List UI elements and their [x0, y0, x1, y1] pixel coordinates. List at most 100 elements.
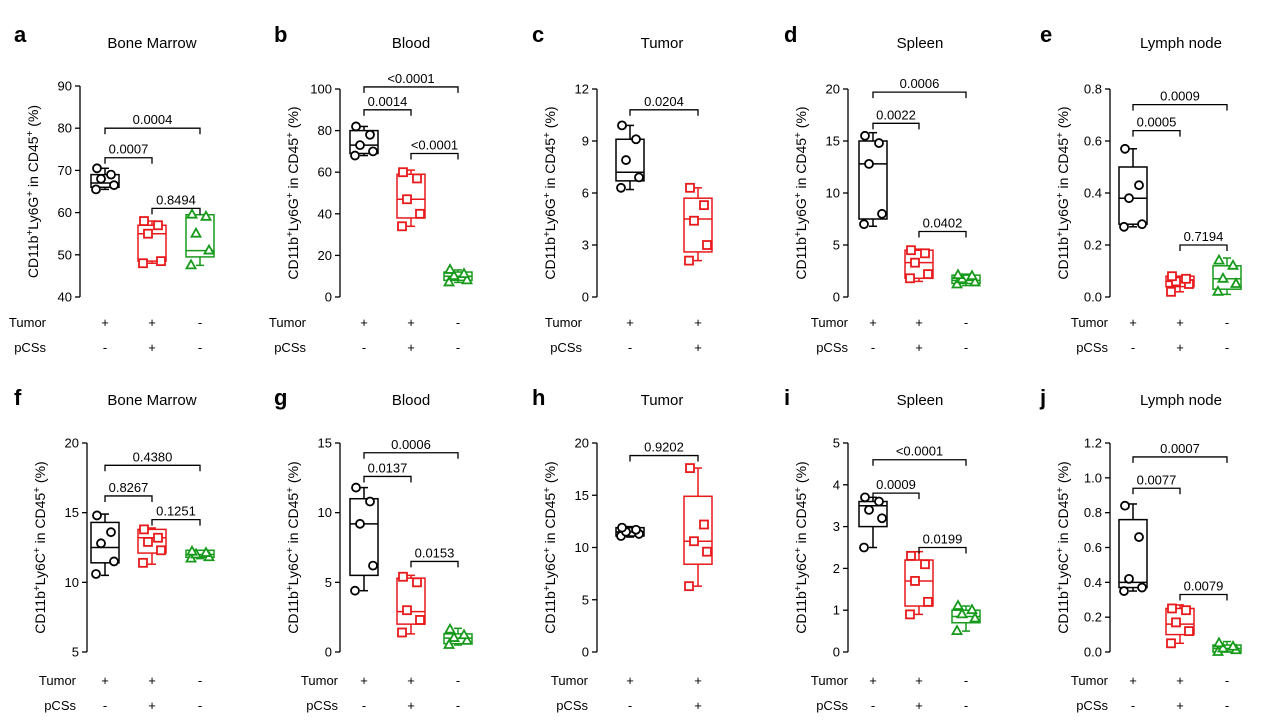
- data-point: [199, 209, 213, 221]
- y-tick-label: 15: [65, 505, 79, 520]
- p-value-label: 0.0005: [1137, 115, 1177, 130]
- p-value-label: 0.0007: [109, 142, 149, 157]
- condition-symbol: +: [360, 315, 368, 330]
- y-label-part: Ly6C: [32, 553, 48, 585]
- y-tick-label: 12: [575, 82, 589, 97]
- p-value-label: 0.0153: [415, 545, 455, 560]
- significance-bracket: 0.0007: [1132, 441, 1228, 463]
- p-value-label: 0.0009: [1160, 89, 1200, 104]
- data-point: [1134, 180, 1144, 191]
- significance-bracket: 0.8494: [151, 192, 201, 215]
- condition-symbol: -: [871, 340, 875, 355]
- significance-bracket: 0.1251: [151, 504, 201, 526]
- bracket-line: [410, 152, 459, 160]
- data-point: [350, 585, 360, 596]
- data-point: [1137, 582, 1147, 593]
- significance-bracket: 0.0005: [1132, 115, 1181, 137]
- condition-symbol: -: [964, 340, 968, 355]
- box: [137, 528, 167, 554]
- condition-row-label: Tumor: [811, 315, 849, 330]
- y-tick-label: 0.8: [1084, 82, 1102, 97]
- box: [185, 213, 215, 258]
- y-label-part: (%): [285, 461, 301, 487]
- data-point: [1124, 193, 1134, 204]
- group-2: [1211, 636, 1243, 656]
- y-label-part: (%): [793, 461, 809, 487]
- condition-symbol: +: [101, 315, 109, 330]
- y-tick-label: 40: [318, 206, 332, 221]
- data-point: [689, 536, 699, 547]
- y-tick-label: 10: [318, 505, 332, 520]
- p-value-label: 0.7194: [1184, 229, 1224, 244]
- data-point: [951, 599, 965, 610]
- data-point: [447, 631, 461, 642]
- p-value-label: 0.0137: [368, 460, 408, 475]
- panel-letter: i: [784, 385, 790, 410]
- y-label-part: in CD45: [1055, 493, 1071, 548]
- data-point: [368, 560, 378, 571]
- y-label-superscript: +: [285, 231, 296, 237]
- box: [90, 173, 120, 189]
- y-tick-label: 20: [318, 248, 332, 263]
- data-point: [923, 596, 933, 607]
- data-point: [1124, 573, 1134, 584]
- condition-symbol: -: [198, 340, 202, 355]
- data-point: [617, 120, 627, 131]
- data-point: [184, 258, 198, 270]
- data-point: [355, 518, 365, 529]
- data-point: [1167, 603, 1177, 614]
- data-point: [156, 545, 166, 556]
- p-value-label: 0.0009: [876, 477, 916, 492]
- y-label-superscript: +: [793, 487, 804, 493]
- y-axis-label: CD11b+Ly6G+ in CD45+ (%): [793, 106, 809, 279]
- data-point: [109, 556, 119, 567]
- bracket-line: [1132, 103, 1228, 111]
- data-point: [1166, 638, 1176, 649]
- y-label-superscript: +: [542, 192, 553, 198]
- data-point: [351, 121, 361, 132]
- condition-symbol: +: [148, 698, 156, 713]
- y-tick-label: 1: [833, 603, 840, 618]
- significance-bracket: <0.0001: [872, 444, 967, 466]
- y-tick-label: 10: [65, 575, 79, 590]
- data-point: [412, 173, 422, 184]
- y-label-part: CD11b: [1055, 237, 1071, 280]
- data-point: [965, 603, 979, 615]
- data-point: [702, 546, 712, 557]
- condition-symbol: -: [456, 673, 460, 688]
- data-point: [965, 269, 979, 281]
- condition-symbol: -: [1225, 673, 1229, 688]
- y-label-part: in CD45: [542, 493, 558, 548]
- bracket-line: [410, 560, 459, 568]
- bracket-line: [1179, 593, 1228, 601]
- group-2: [1211, 253, 1243, 296]
- panel-letter: c: [532, 22, 544, 47]
- y-tick-label: 0.0: [1084, 645, 1102, 660]
- group-1: [137, 524, 167, 568]
- condition-symbol: -: [456, 315, 460, 330]
- y-tick-label: 10: [575, 540, 589, 555]
- panel-letter: e: [1040, 22, 1052, 47]
- data-point: [1181, 605, 1191, 616]
- condition-symbol: +: [407, 673, 415, 688]
- condition-symbol: -: [628, 698, 632, 713]
- p-value-label: <0.0001: [387, 71, 434, 86]
- condition-symbol: -: [362, 698, 366, 713]
- y-label-part: Ly6C: [285, 553, 301, 585]
- y-label-superscript: +: [1055, 585, 1066, 591]
- panel-title: Spleen: [897, 392, 944, 409]
- bracket-line: [1132, 487, 1181, 495]
- panel-title: Bone Marrow: [107, 35, 196, 52]
- box: [349, 497, 379, 577]
- data-point: [968, 275, 982, 287]
- group-2: [442, 263, 474, 287]
- group-0: [1118, 500, 1148, 596]
- data-point: [906, 245, 916, 256]
- data-point: [702, 240, 712, 250]
- condition-symbol: +: [360, 673, 368, 688]
- group-0: [349, 482, 379, 596]
